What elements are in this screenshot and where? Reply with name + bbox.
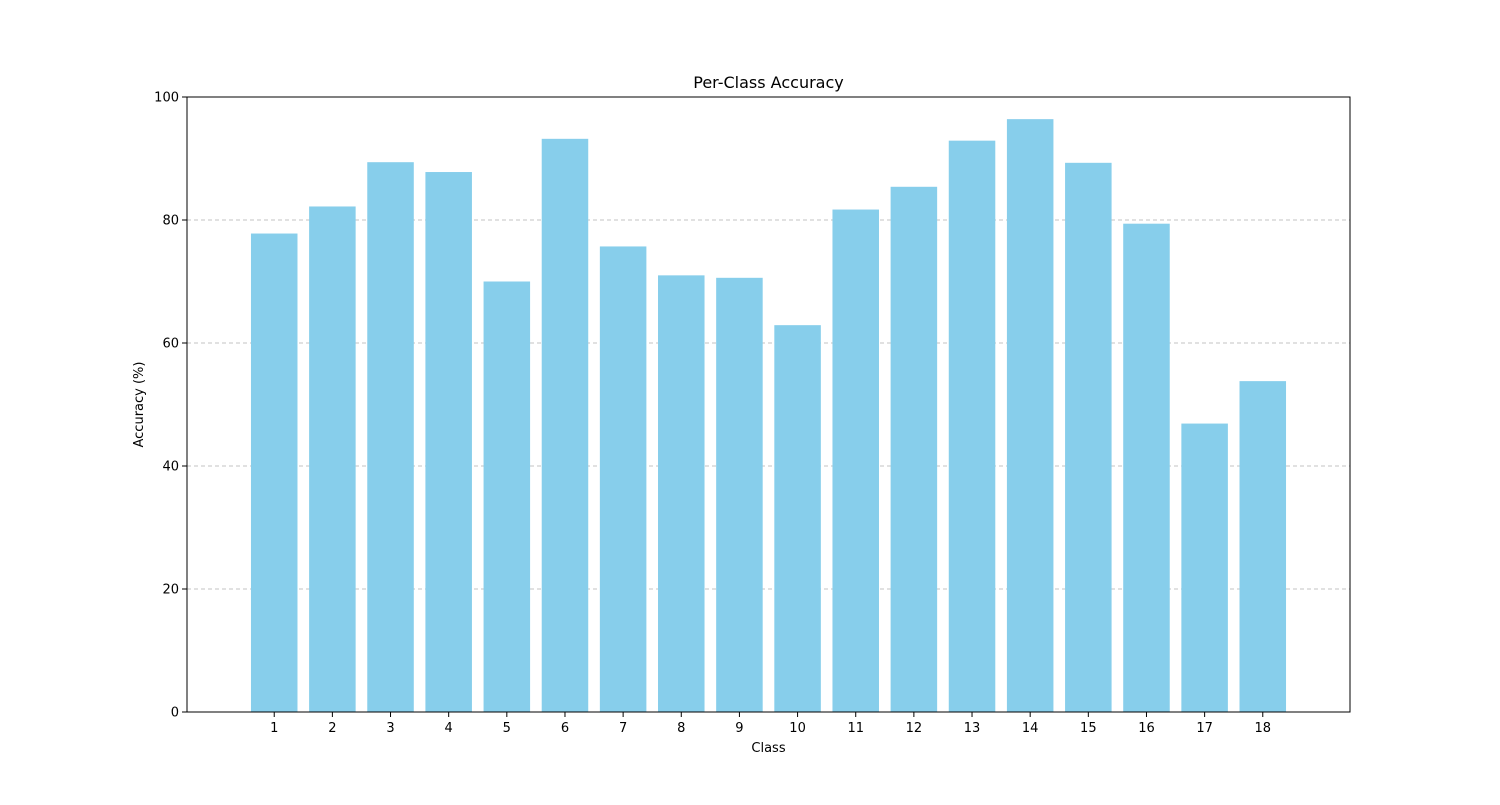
x-tick-label: 16	[1138, 721, 1155, 736]
bar-class-13	[948, 140, 996, 713]
x-tick-label: 15	[1080, 721, 1097, 736]
bar-class-17	[1181, 423, 1228, 712]
bar-class-10	[774, 325, 821, 712]
y-tick-label: 40	[162, 460, 179, 475]
x-tick-label: 8	[677, 721, 685, 736]
x-tick-label: 14	[1022, 721, 1039, 736]
x-tick-label: 6	[561, 721, 569, 736]
x-tick-label: 9	[735, 721, 743, 736]
bar-class-2	[309, 206, 356, 712]
x-tick-label: 3	[386, 721, 394, 736]
bars-layer	[250, 119, 1287, 713]
y-tick-label: 80	[162, 214, 179, 229]
x-tick-label: 2	[328, 721, 336, 736]
bar-class-9	[716, 277, 763, 712]
bar-class-11	[832, 209, 879, 713]
x-tick-label: 13	[964, 721, 981, 736]
bar-class-1	[250, 233, 298, 712]
bar-class-16	[1123, 223, 1170, 712]
x-tick-label: 11	[847, 721, 864, 736]
bar-class-6	[541, 138, 589, 712]
x-tick-label: 4	[445, 721, 453, 736]
grid-layer	[187, 219, 1350, 590]
y-axis-label: Accuracy (%)	[132, 362, 147, 448]
x-tick-label: 7	[619, 721, 627, 736]
bar-class-15	[1065, 162, 1112, 712]
y-tick-label: 0	[171, 706, 179, 721]
bar-class-5	[483, 281, 531, 712]
bar-class-18	[1239, 381, 1287, 712]
bar-class-4	[425, 172, 472, 712]
chart-title: Per-Class Accuracy	[693, 73, 843, 92]
y-tick-label: 100	[154, 91, 179, 106]
plot-frame	[186, 96, 1351, 713]
bar-class-12	[890, 186, 938, 713]
x-tick-label: 1	[270, 721, 278, 736]
x-tick-label: 18	[1255, 721, 1272, 736]
bar-class-3	[367, 162, 414, 712]
x-axis-label: Class	[751, 741, 785, 756]
y-tick-label: 60	[162, 337, 179, 352]
y-tick-label: 20	[162, 583, 179, 598]
x-tick-label: 17	[1196, 721, 1213, 736]
x-tick-label: 10	[789, 721, 806, 736]
bar-class-14	[1006, 119, 1054, 712]
x-tick-label: 5	[503, 721, 511, 736]
bar-class-8	[658, 275, 705, 712]
x-tick-label: 12	[906, 721, 923, 736]
bar-class-7	[599, 246, 647, 712]
